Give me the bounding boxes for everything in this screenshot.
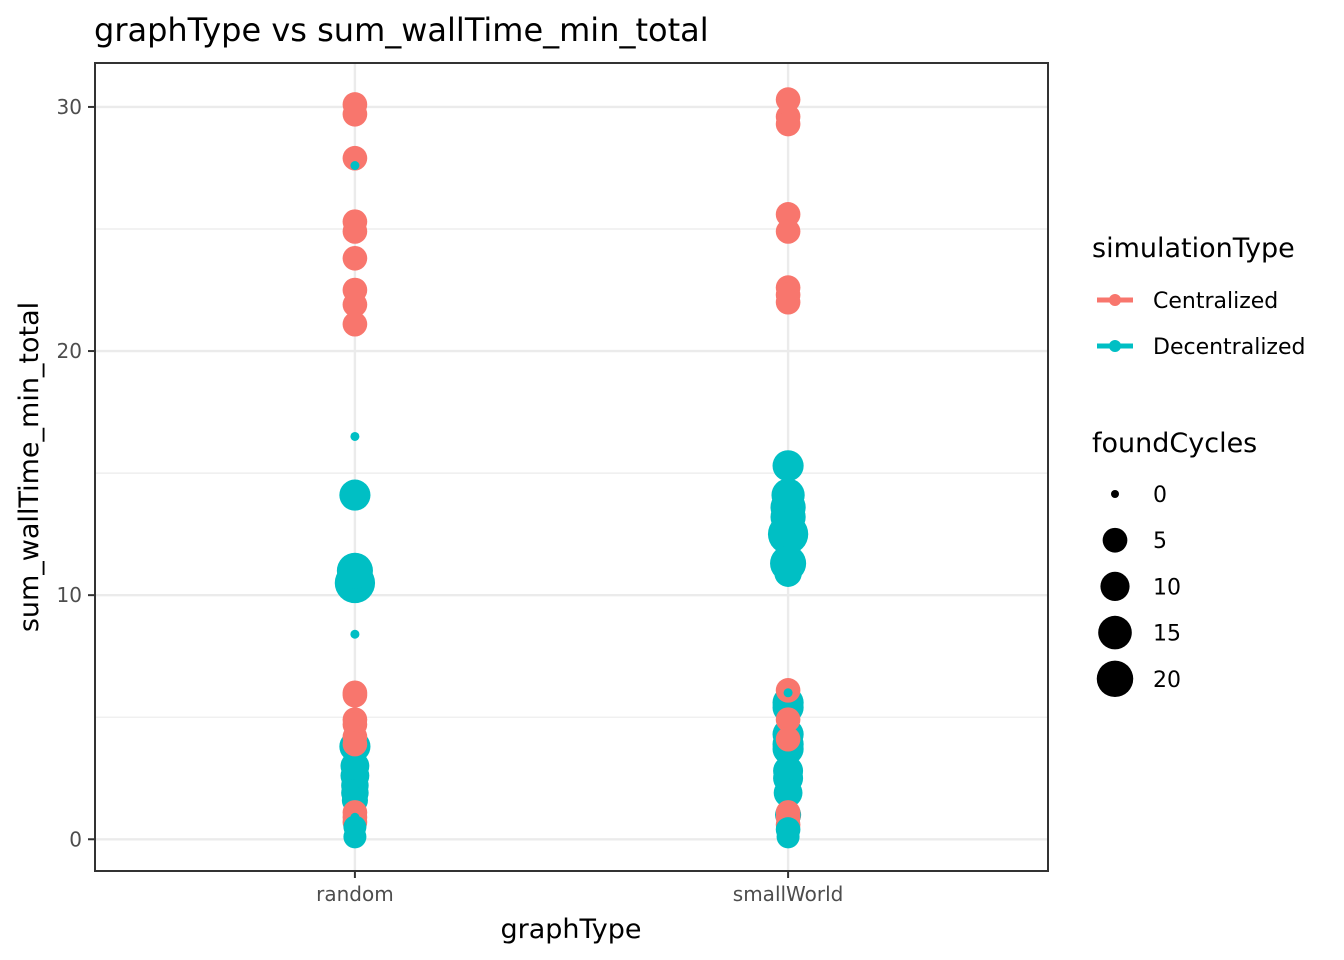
data-point (775, 289, 801, 315)
data-point (772, 450, 804, 482)
plot-panel (94, 62, 1049, 872)
panel-border (94, 62, 1049, 872)
size-legend-key (1111, 490, 1119, 498)
data-point (773, 778, 803, 808)
data-point (350, 161, 360, 171)
data-point (342, 219, 368, 244)
data-point (775, 111, 801, 137)
data-point (342, 311, 368, 337)
size-legend-key (1100, 571, 1130, 601)
legend-label: Decentralized (1153, 335, 1305, 360)
data-point (775, 202, 801, 227)
data-point (342, 101, 368, 127)
data-point (783, 688, 793, 698)
y-tick-label: 10 (57, 583, 82, 607)
x-tick-label: smallWorld (733, 882, 844, 906)
data-point (776, 825, 800, 849)
legend-key-point (1109, 294, 1121, 306)
data-point (775, 726, 801, 752)
y-axis-title: sum_wallTime_min_total (14, 302, 45, 632)
legend-key-point (1109, 340, 1121, 352)
y-tick-label: 0 (69, 827, 82, 851)
gridlines (95, 63, 1048, 871)
size-legend-key (1102, 527, 1128, 553)
size-legend-label: 5 (1153, 529, 1167, 554)
y-tick-label: 20 (57, 339, 82, 363)
color-legend: simulationType Centralized Decentralized (1092, 233, 1305, 360)
x-tick-label: random (316, 882, 394, 906)
size-legend-key (1096, 660, 1134, 698)
x-axis: random smallWorld (316, 871, 843, 906)
data-point (771, 478, 805, 512)
y-axis: 0 10 20 30 (57, 95, 95, 851)
data-point (339, 479, 371, 511)
data-point (342, 731, 368, 757)
data-point (342, 682, 368, 708)
data-point (350, 629, 360, 639)
size-legend-label: 10 (1153, 575, 1181, 600)
data-point (343, 825, 367, 849)
size-legend-title: foundCycles (1092, 428, 1257, 459)
data-point (342, 292, 368, 317)
size-legend-key (1098, 615, 1132, 650)
y-tick-label: 30 (57, 95, 82, 119)
data-point (350, 812, 360, 822)
data-points (334, 87, 809, 849)
data-point (774, 559, 802, 587)
color-legend-title: simulationType (1092, 233, 1295, 264)
data-point (350, 431, 360, 441)
data-point (342, 145, 368, 171)
legend-label: Centralized (1153, 289, 1278, 314)
size-legend-label: 15 (1153, 622, 1181, 647)
data-point (775, 707, 801, 732)
data-point (336, 552, 373, 589)
data-point (775, 219, 801, 244)
size-legend-label: 20 (1153, 668, 1181, 693)
size-legend-label: 0 (1153, 483, 1167, 508)
data-point (342, 245, 368, 271)
data-point (775, 87, 801, 112)
size-legend: foundCycles 0 5 10 15 20 (1092, 428, 1257, 698)
x-axis-title: graphType (500, 914, 641, 945)
chart-title: graphType vs sum_wallTime_min_total (94, 11, 709, 49)
